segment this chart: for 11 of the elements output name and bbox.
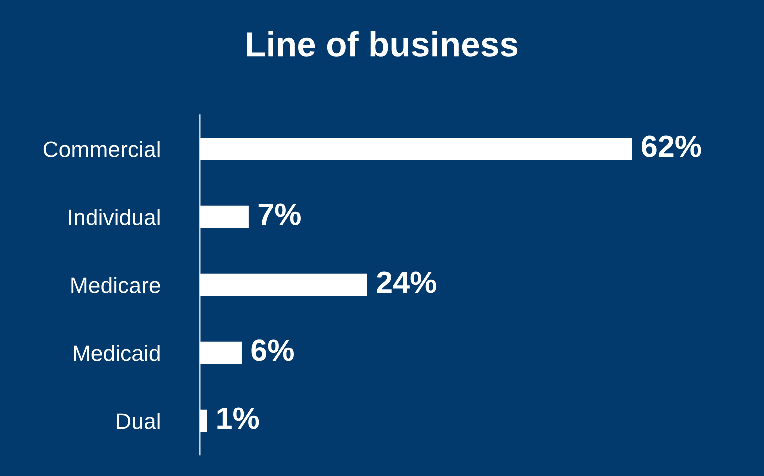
data-label: 24% [377,272,436,294]
chart-title: Line of business [247,31,518,57]
data-label: 7% [258,204,301,226]
y-tick-label: Commercial [44,141,160,158]
y-tick-label: Individual [69,209,160,226]
y-tick-label: Medicare [72,277,160,294]
y-tick-label: Medicaid [74,345,160,362]
data-label: 6% [252,340,294,362]
data-label: 1% [218,408,260,430]
y-tick-label: Dual [117,413,160,430]
data-label: 62% [642,136,702,158]
